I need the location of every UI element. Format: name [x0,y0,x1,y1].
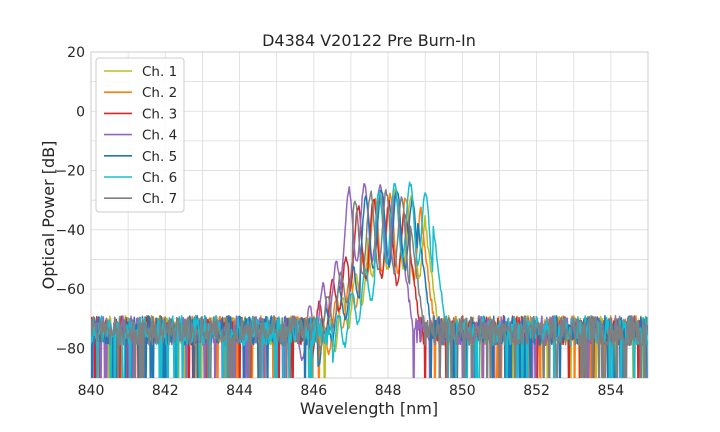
x-tick-label: 842 [152,383,179,399]
x-tick-label: 854 [597,383,624,399]
series-line [91,188,648,378]
plot-frame [90,51,649,379]
x-tick-label: 840 [78,383,105,399]
x-tick-label: 846 [300,383,327,399]
x-tick-label: 852 [523,383,550,399]
series-line [91,181,648,378]
legend-label: Ch. 6 [142,170,177,186]
legend-label: Ch. 7 [142,191,177,207]
x-tick-label: 844 [226,383,253,399]
axis-ticks: 840 842 844 846 848 850 852 854 20 0 −20 −40 −60 −80 [55,45,624,399]
y-tick-label: −40 [55,223,85,239]
x-tick-label: 850 [449,383,476,399]
legend-label: Ch. 2 [142,85,177,101]
legend-label: Ch. 5 [142,149,177,165]
legend-box [95,57,185,213]
y-tick-label: −20 [55,164,85,180]
chart-title: D4384 V20122 Pre Burn-In [262,31,476,50]
legend-label: Ch. 3 [142,106,177,122]
y-tick-label: 20 [67,45,85,61]
legend: Ch. 1 Ch. 2 Ch. 3 Ch. 4 Ch. 5 Ch. 6 Ch. 7 [95,57,185,213]
x-axis-label: Wavelength [nm] [300,399,438,418]
y-tick-label: 0 [76,104,85,120]
x-tick-label: 848 [375,383,402,399]
y-tick-label: −60 [55,282,85,298]
y-axis-label: Optical Power [dB] [39,141,58,290]
series-layer [91,181,648,378]
legend-label: Ch. 4 [142,128,177,144]
y-tick-label: −80 [55,341,85,357]
legend-label: Ch. 1 [142,64,177,80]
